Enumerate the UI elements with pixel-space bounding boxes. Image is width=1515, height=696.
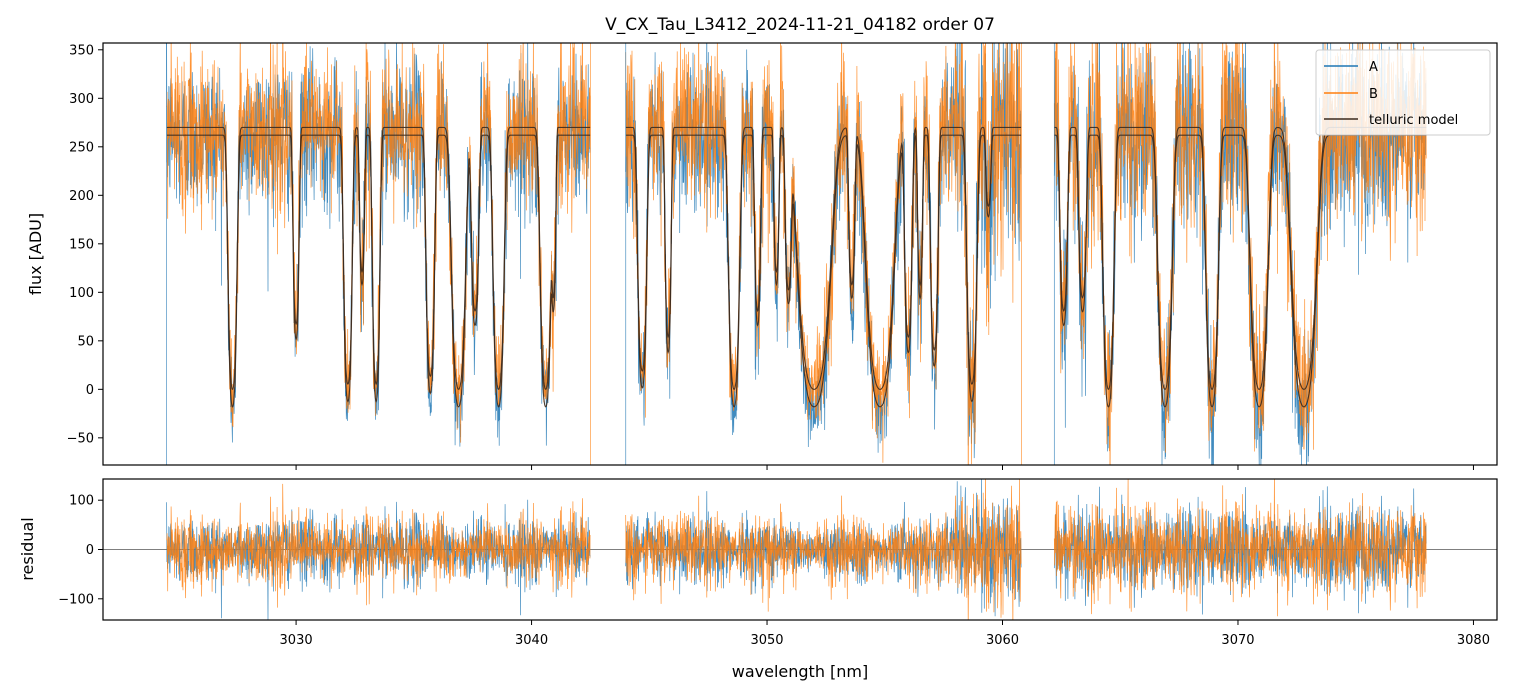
flux-y-tick-label: 0: [86, 383, 94, 398]
legend-label-telluric: telluric model: [1369, 113, 1458, 128]
x-tick-label: 3050: [750, 633, 783, 648]
x-tick-label: 3060: [986, 633, 1019, 648]
legend-box: [1315, 49, 1491, 136]
flux-y-tick-label: −50: [67, 431, 94, 446]
flux-y-tick-label: 350: [69, 43, 94, 58]
flux-y-ticks: −50 0 50 100 150 200 250 300 350: [67, 43, 103, 446]
x-tick-label: 3040: [515, 633, 548, 648]
flux-y-tick-label: 250: [69, 140, 94, 155]
residual-y-tick-label: 0: [86, 543, 94, 558]
flux-axes-frame: [102, 42, 1498, 466]
legend-label-b: B: [1369, 87, 1378, 102]
residual-y-tick-label: −100: [58, 592, 94, 607]
residual-plot-area: [103, 479, 1497, 620]
x-axis-label: wavelength [nm]: [732, 662, 869, 681]
residual-y-axis-label: residual: [18, 517, 37, 580]
flux-y-tick-label: 300: [69, 92, 94, 107]
legend: A B telluric model: [1315, 49, 1491, 136]
flux-y-tick-label: 150: [69, 237, 94, 252]
legend-label-a: A: [1369, 60, 1378, 75]
flux-y-tick-label: 200: [69, 189, 94, 204]
chart-title: V_CX_Tau_L3412_2024-11-21_04182 order 07: [605, 15, 995, 35]
residual-y-tick-label: 100: [69, 494, 94, 509]
flux-y-tick-label: 50: [77, 334, 94, 349]
residual-b-line: [166, 479, 1427, 620]
x-tick-label: 3070: [1221, 633, 1254, 648]
flux-y-axis-label: flux [ADU]: [26, 213, 45, 295]
residual-panel: −100 0 100 3030 3040 3050 3060 3070 3080 residu…: [18, 478, 1498, 681]
residual-x-ticks: 3030 3040 3050 3060 3070 3080: [280, 620, 1490, 648]
flux-plot-area: [166, 43, 1427, 465]
residual-y-ticks: −100 0 100: [58, 494, 103, 607]
flux-panel: −50 0 50 100 150 200 250 300 350 flux [ADU] A B …: [26, 42, 1498, 470]
x-tick-label: 3080: [1457, 633, 1490, 648]
flux-y-tick-label: 100: [69, 286, 94, 301]
flux-x-ticks: [295, 465, 1474, 470]
x-tick-label: 3030: [280, 633, 313, 648]
